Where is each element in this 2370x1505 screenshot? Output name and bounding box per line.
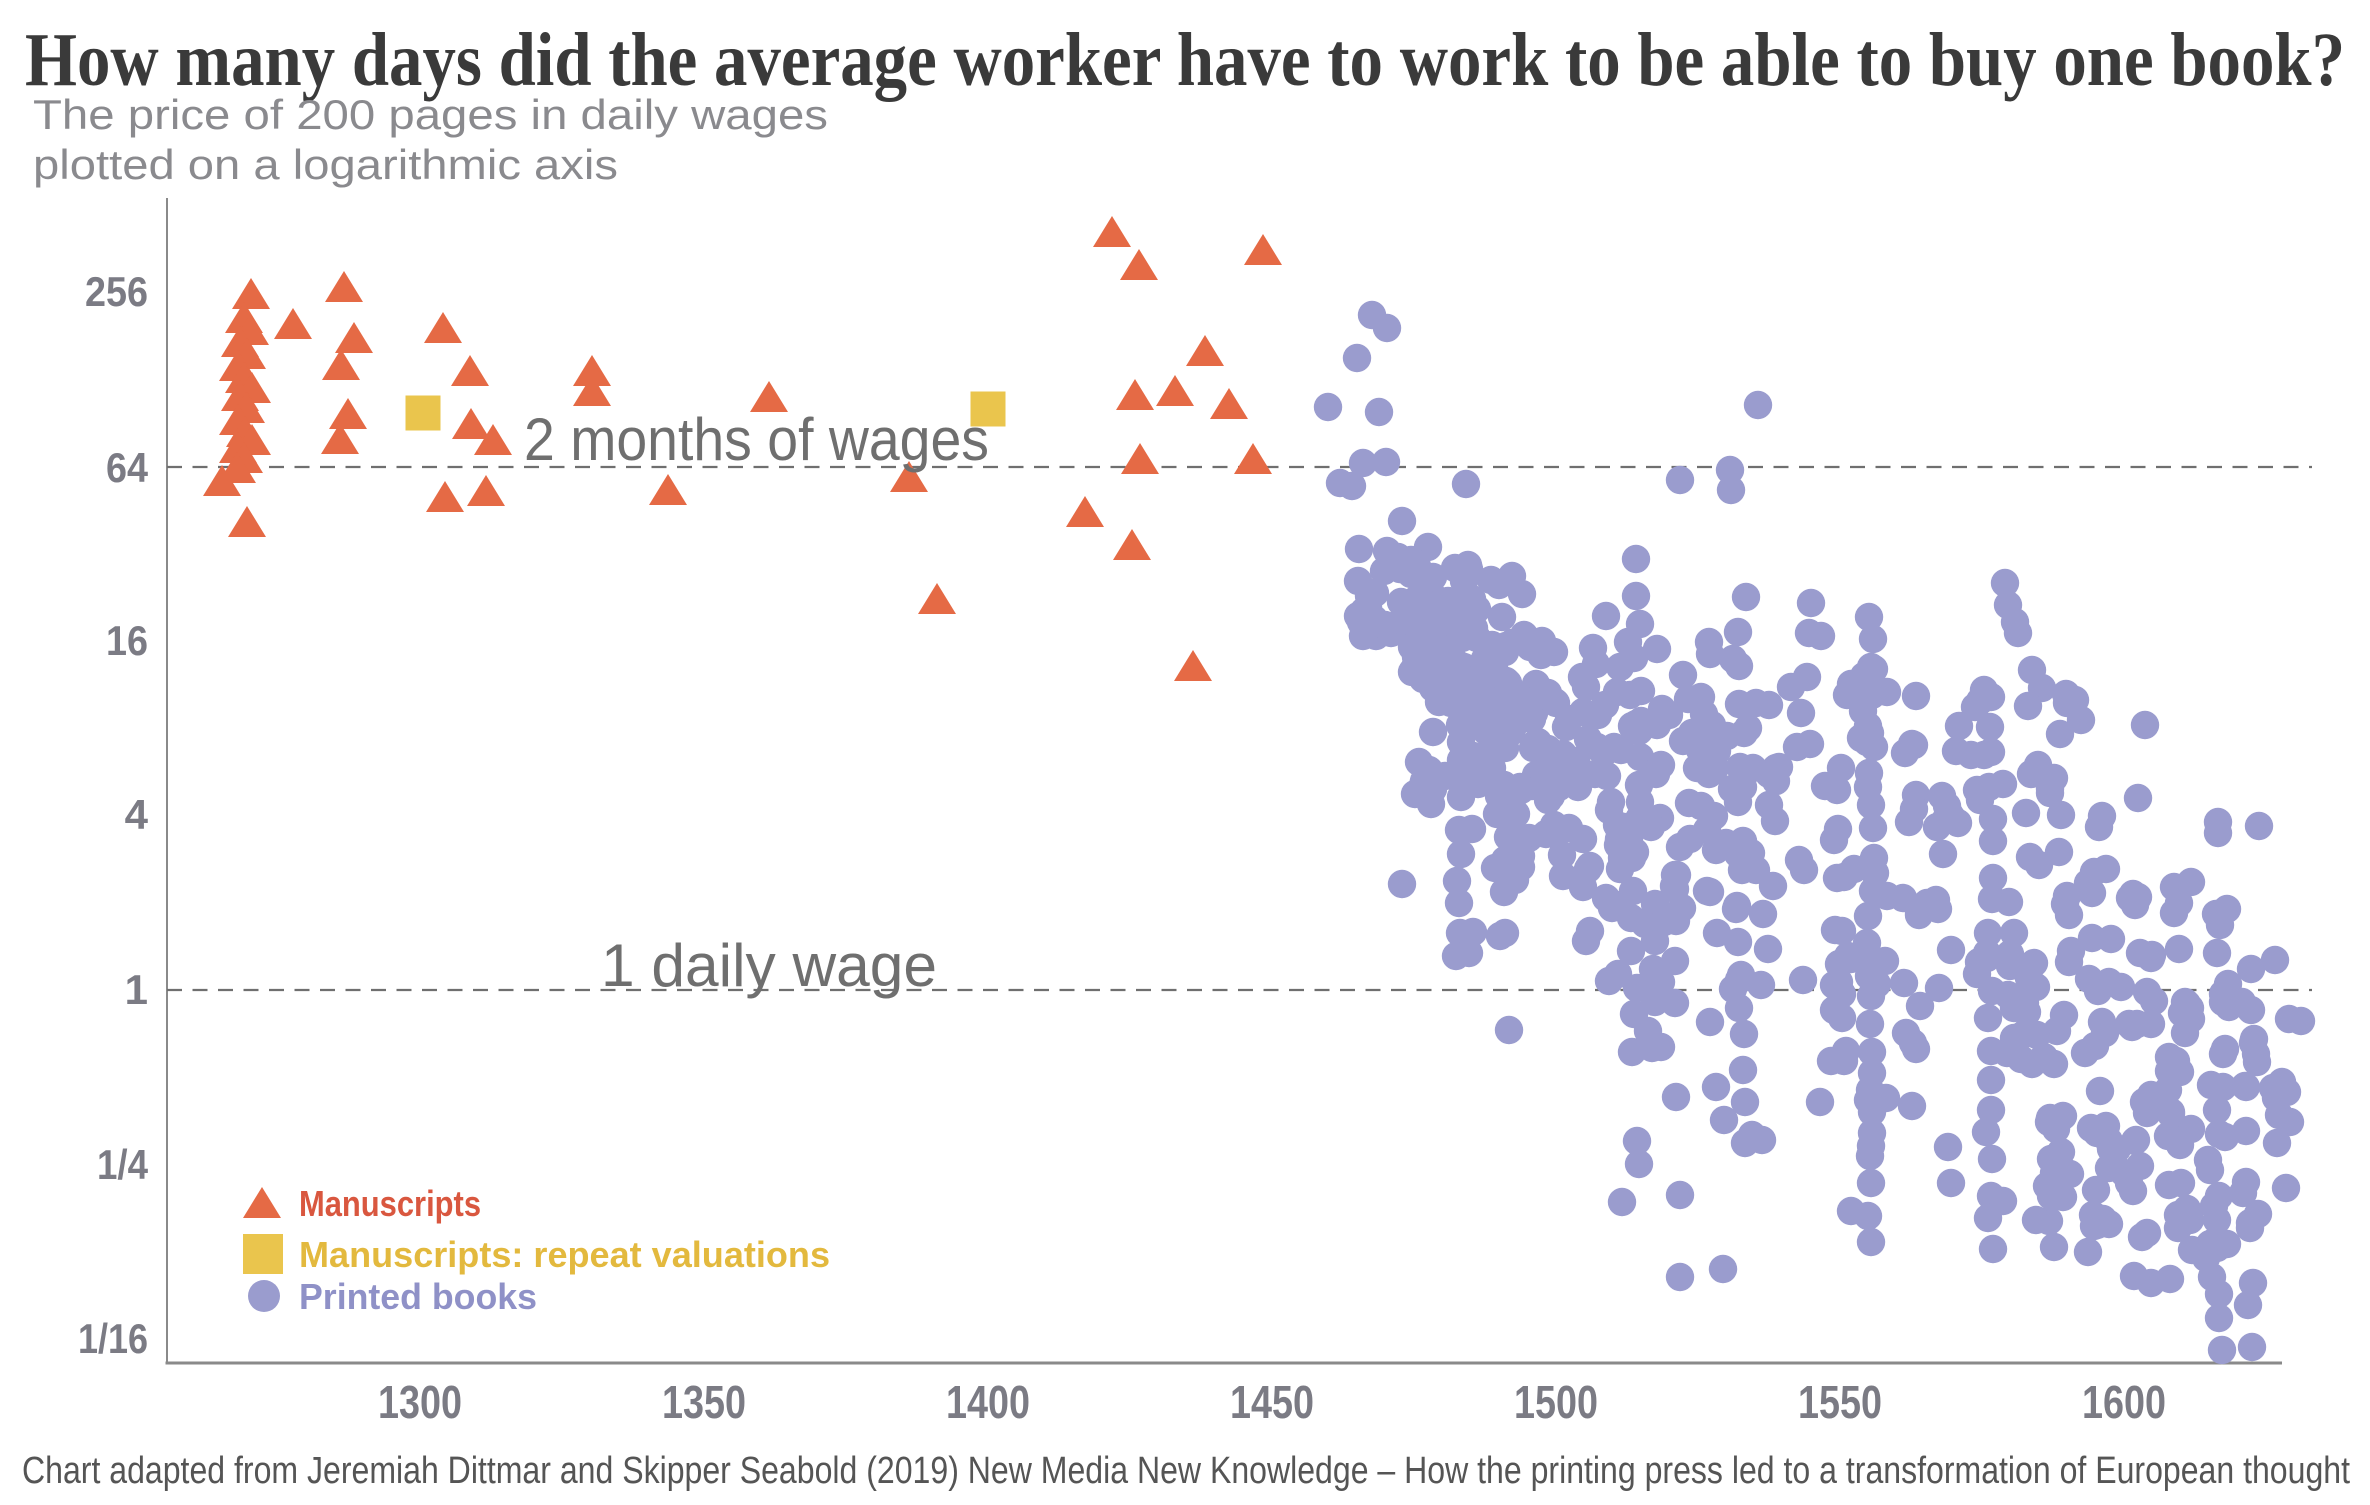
svg-text:1600: 1600	[2082, 1376, 2166, 1428]
svg-text:1/4: 1/4	[97, 1141, 149, 1188]
svg-text:1400: 1400	[946, 1376, 1030, 1428]
svg-text:Printed books: Printed books	[299, 1276, 537, 1317]
svg-text:Chart adapted from Jeremiah Di: Chart adapted from Jeremiah Dittmar and …	[22, 1450, 2350, 1492]
svg-text:plotted on a logarithmic axis: plotted on a logarithmic axis	[33, 141, 618, 188]
svg-text:64: 64	[106, 444, 149, 491]
svg-text:16: 16	[106, 617, 148, 664]
svg-text:1 daily wage: 1 daily wage	[601, 932, 937, 999]
svg-text:1/16: 1/16	[78, 1315, 148, 1362]
svg-text:1300: 1300	[378, 1376, 462, 1428]
svg-text:1550: 1550	[1798, 1376, 1882, 1428]
svg-text:1500: 1500	[1514, 1376, 1598, 1428]
svg-text:Manuscripts: repeat valuations: Manuscripts: repeat valuations	[299, 1234, 830, 1275]
svg-text:1350: 1350	[662, 1376, 746, 1428]
svg-text:2 months of wages: 2 months of wages	[524, 406, 989, 473]
svg-text:1: 1	[125, 966, 148, 1013]
svg-text:256: 256	[85, 268, 148, 315]
svg-text:The price of 200 pages in dail: The price of 200 pages in daily wages	[33, 91, 828, 138]
svg-text:How many days did the average: How many days did the average worker hav…	[25, 18, 2345, 102]
svg-text:1450: 1450	[1230, 1376, 1314, 1428]
svg-text:Manuscripts: Manuscripts	[299, 1183, 481, 1224]
svg-text:4: 4	[125, 791, 149, 838]
